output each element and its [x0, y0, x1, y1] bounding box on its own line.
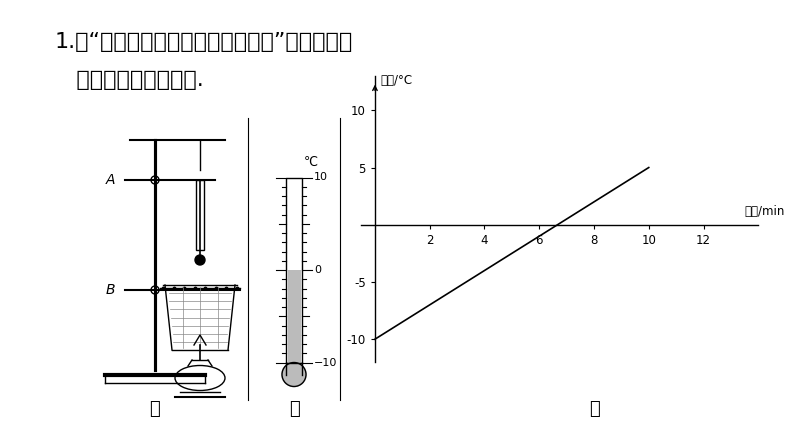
Text: 丙: 丙: [590, 400, 600, 418]
Circle shape: [195, 255, 205, 265]
Text: 乙: 乙: [289, 400, 299, 418]
Bar: [286, 177, 302, 363]
Text: 温度/°C: 温度/°C: [380, 75, 413, 88]
Text: B: B: [106, 283, 115, 297]
Text: −10: −10: [314, 358, 337, 367]
Text: 10: 10: [314, 173, 328, 182]
Text: A: A: [106, 173, 115, 187]
Text: ℃: ℃: [304, 156, 318, 169]
Circle shape: [282, 363, 306, 387]
Text: 实验装置如图甲所示.: 实验装置如图甲所示.: [55, 70, 204, 90]
Text: 1.在“探究冰溶化时温度的变化规律”的实验中，: 1.在“探究冰溶化时温度的变化规律”的实验中，: [55, 32, 353, 52]
Bar: [287, 270, 300, 363]
Text: 0: 0: [314, 265, 321, 275]
Text: 甲: 甲: [149, 400, 160, 418]
Text: 时间/min: 时间/min: [745, 205, 785, 218]
Bar: [196, 180, 204, 250]
